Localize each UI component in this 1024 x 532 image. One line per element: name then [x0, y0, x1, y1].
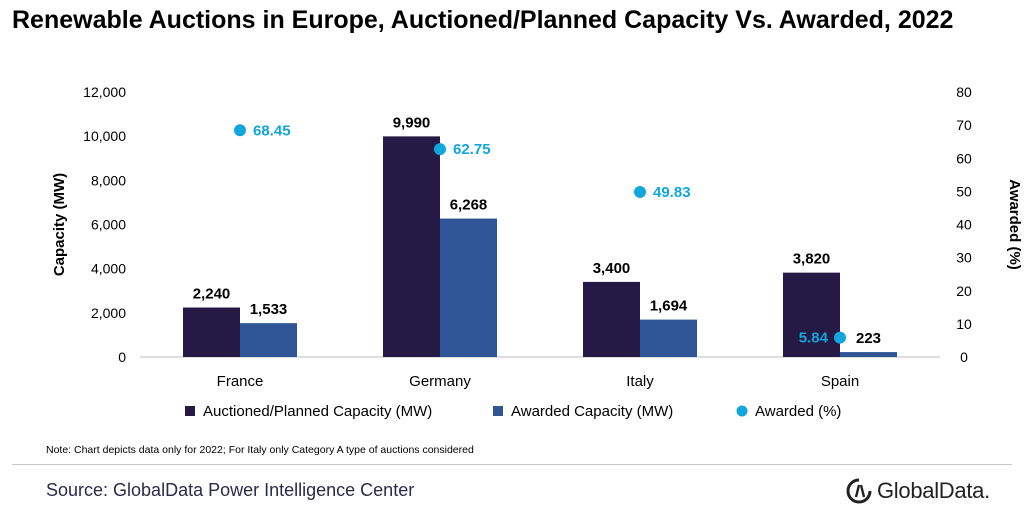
legend-swatch [736, 405, 748, 417]
y2-tick-label: 20 [956, 283, 972, 299]
auctioned-bar [783, 272, 840, 357]
bar-data-label: 3,820 [793, 251, 831, 268]
globaldata-logo-icon [846, 478, 872, 504]
bar-data-label: 223 [856, 330, 881, 347]
bars: 2,240 1,533 9,990 6,268 3,400 1,694 3,820 223 [183, 114, 897, 357]
source-text: Source: GlobalData Power Intelligence Ce… [46, 480, 415, 500]
awarded-bar [840, 352, 897, 357]
category-label: Italy [626, 373, 654, 390]
bar-data-label: 3,400 [593, 260, 631, 277]
auctioned-bar [183, 307, 240, 357]
y2-tick-label: 0 [960, 349, 968, 365]
chart-title: Renewable Auctions in Europe, Auctioned/… [12, 6, 954, 34]
bar-data-label: 6,268 [450, 197, 488, 214]
divider [12, 464, 1012, 465]
y2-tick-label: 30 [956, 250, 972, 266]
awarded-percent-point [834, 331, 846, 344]
bar-data-label: 1,533 [250, 301, 288, 318]
point-data-label: 49.83 [653, 184, 691, 201]
bar-data-label: 1,694 [650, 298, 688, 315]
awarded-bar [640, 319, 697, 357]
y2-tick-label: 70 [956, 117, 972, 133]
legend-swatch [185, 406, 195, 416]
category-labels: France Germany Italy Spain [217, 373, 860, 390]
y2-tick-label: 50 [956, 183, 972, 199]
category-label: Spain [821, 373, 859, 390]
legend-label: Auctioned/Planned Capacity (MW) [203, 403, 432, 420]
awarded-bar [440, 218, 497, 357]
point-data-label: 62.75 [453, 141, 491, 158]
category-label: France [217, 373, 264, 390]
y2-tick-label: 10 [956, 316, 972, 332]
y-tick-label: 12,000 [83, 84, 126, 100]
y-tick-label: 2,000 [91, 305, 126, 321]
globaldata-logo: GlobalData. [845, 476, 990, 506]
point-data-label: 68.45 [253, 122, 291, 139]
logo-text: GlobalData. [877, 478, 990, 503]
y-axis-title: Capacity (MW) [51, 173, 68, 276]
y2-tick-label: 60 [956, 150, 972, 166]
y-tick-label: 10,000 [83, 128, 126, 144]
y-tick-label: 8,000 [91, 172, 126, 188]
awarded-percent-point [434, 143, 446, 156]
legend: Auctioned/Planned Capacity (MW) Awarded C… [185, 403, 841, 420]
legend-label: Awarded Capacity (MW) [511, 403, 673, 420]
y-tick-label: 6,000 [91, 217, 126, 233]
y2-tick-label: 80 [956, 84, 972, 100]
awarded-percent-points: 68.45 62.75 49.83 5.84 [234, 122, 846, 347]
auctioned-bar [383, 136, 440, 357]
y2-axis-title: Awarded (%) [1006, 179, 1023, 270]
bar-data-label: 2,240 [193, 286, 231, 303]
legend-swatch [493, 406, 503, 416]
category-label: Germany [409, 373, 471, 390]
chart: 0 2,000 4,000 6,000 8,000 10,000 12,000 0 10 20 3… [51, 84, 1023, 420]
auctioned-bar [583, 281, 640, 357]
awarded-bar [240, 323, 297, 357]
awarded-percent-point [634, 185, 646, 198]
left-axis-ticks: 0 2,000 4,000 6,000 8,000 10,000 12,000 [83, 84, 126, 365]
point-data-label: 5.84 [799, 330, 829, 347]
y-tick-label: 0 [118, 349, 126, 365]
bar-data-label: 9,990 [393, 114, 431, 131]
chart-note: Note: Chart depicts data only for 2022; … [46, 444, 474, 456]
legend-label: Awarded (%) [755, 403, 841, 420]
y2-tick-label: 40 [956, 217, 972, 233]
y-tick-label: 4,000 [91, 261, 126, 277]
awarded-percent-point [234, 124, 246, 137]
right-axis-ticks: 0 10 20 30 40 50 60 70 80 [956, 84, 972, 365]
